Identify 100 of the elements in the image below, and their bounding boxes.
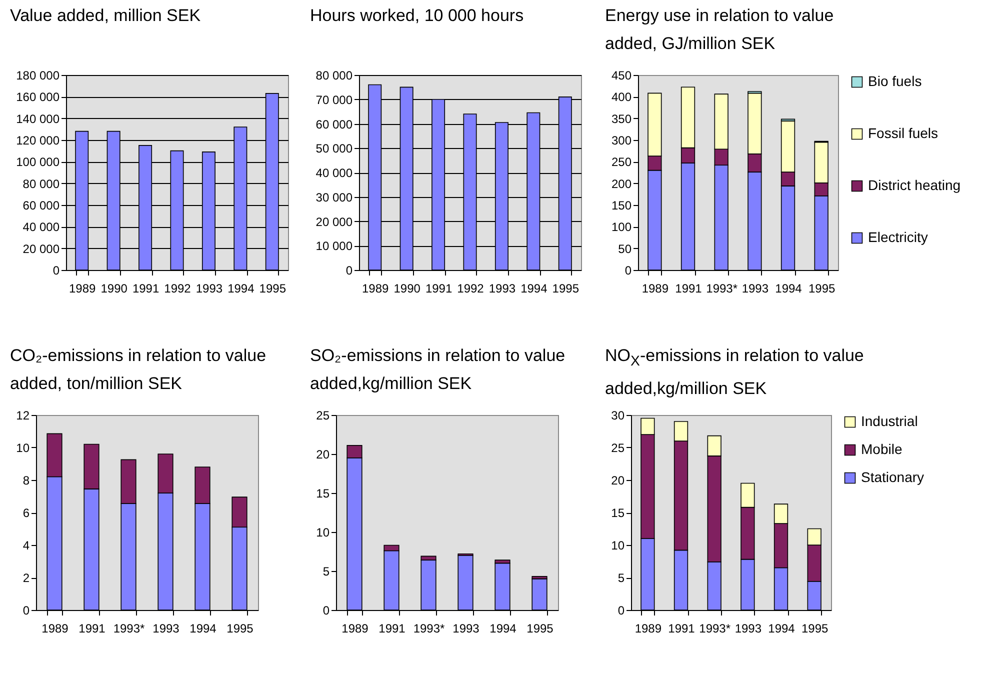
x-tick-label: 1993* (699, 622, 731, 636)
x-tick-label: 1990 (394, 282, 421, 296)
y-tick-label: 50 (618, 242, 632, 256)
y-tick-label: 80 000 (316, 68, 353, 82)
y-tick-label: 0 (618, 604, 625, 618)
y-tick-label: 0 (346, 264, 353, 278)
y-tick-label: 30 (611, 408, 625, 422)
y-tick-label: 25 (611, 441, 625, 455)
x-tick-label: 1993* (113, 622, 146, 636)
x-tick-label: 1991 (425, 282, 452, 296)
legend-label: Industrial (861, 413, 918, 429)
x-tick-label: 1989 (634, 622, 662, 636)
y-tick-label: 100 000 (16, 155, 60, 170)
y-tick-label: 450 (611, 68, 632, 82)
x-tick-label: 1990 (100, 282, 128, 296)
y-tick-label: 20 (316, 448, 330, 462)
y-tick-label: 120 000 (16, 134, 60, 148)
y-tick-label: 60 000 (316, 117, 353, 132)
x-tick-label: 1992 (164, 282, 192, 296)
y-tick-label: 5 (322, 564, 330, 578)
y-tick-label: 100 (611, 220, 632, 234)
y-tick-label: 40 000 (22, 220, 60, 234)
legend-label: District heating (868, 177, 961, 193)
x-tick-label: 1995 (808, 282, 836, 296)
x-tick-label: 1993 (152, 622, 180, 636)
x-tick-label: 1994 (520, 282, 548, 296)
y-tick-label: 10 (16, 441, 30, 455)
x-tick-label: 1991 (378, 622, 406, 636)
y-tick-label: 150 (611, 198, 632, 212)
x-tick-label: 1993* (706, 282, 738, 296)
chart-title: Value added, million SEK (10, 5, 202, 27)
y-tick-label: 60 000 (22, 198, 60, 212)
x-tick-label: 1995 (226, 622, 254, 636)
y-tick-label: 20 000 (316, 214, 353, 229)
y-tick-label: 20 (611, 474, 625, 488)
x-tick-label: 1991 (78, 622, 106, 636)
x-tick-label: 1993 (488, 282, 516, 296)
x-tick-label: 1989 (642, 282, 669, 296)
y-tick-label: 160 000 (16, 90, 60, 104)
x-tick-label: 1993 (452, 622, 480, 636)
y-tick-label: 4 (22, 538, 30, 552)
x-tick-label: 1994 (490, 622, 517, 636)
x-tick-label: 1995 (526, 622, 554, 636)
x-tick-label: 1991 (132, 282, 160, 296)
y-tick-label: 350 (611, 112, 632, 126)
y-tick-label: 200 (611, 176, 632, 191)
y-tick-label: 180 000 (16, 68, 60, 82)
x-tick-label: 1994 (228, 282, 255, 296)
legend-label: Mobile (861, 441, 902, 457)
legend-label: Bio fuels (868, 73, 922, 89)
chart-title: Hours worked, 10 000 hours (310, 5, 525, 27)
y-tick-label: 140 000 (16, 112, 60, 126)
x-tick-label: 1995 (259, 282, 286, 296)
x-tick-label: 1994 (190, 622, 217, 636)
y-tick-label: 6 (22, 506, 30, 520)
y-tick-label: 0 (322, 604, 330, 618)
chart-title: SO₂-emissions in relation to value added,kg/million SEK (310, 345, 566, 395)
y-tick-label: 70 000 (316, 92, 353, 107)
y-tick-label: 2 (22, 571, 30, 585)
y-tick-label: 15 (611, 506, 625, 520)
y-tick-label: 0 (22, 604, 30, 618)
y-tick-label: 8 (22, 474, 30, 488)
y-tick-label: 25 (316, 408, 330, 422)
y-tick-label: 0 (52, 264, 60, 278)
x-tick-label: 1989 (362, 282, 390, 296)
legend-label: Stationary (861, 469, 924, 485)
x-tick-label: 1991 (668, 622, 696, 636)
y-tick-label: 10 (611, 538, 625, 552)
chart-title: CO₂-emissions in relation to value added, ton/million SEK (10, 345, 268, 395)
chart-title: NO$_{X}$-emissions in relation to value added,kg/million SEK (605, 345, 865, 400)
x-tick-label: 1994 (768, 622, 796, 636)
x-tick-label: 1989 (69, 282, 96, 296)
y-tick-label: 300 (611, 134, 632, 148)
y-tick-label: 250 (611, 155, 632, 170)
x-tick-label: 1995 (552, 282, 580, 296)
y-tick-label: 20 000 (22, 242, 60, 256)
y-tick-label: 80 000 (22, 176, 60, 191)
x-tick-label: 1991 (675, 282, 702, 296)
x-tick-label: 1993 (742, 282, 769, 296)
y-tick-label: 50 000 (316, 142, 353, 156)
x-tick-label: 1989 (342, 622, 369, 636)
y-tick-label: 400 (611, 90, 632, 104)
y-tick-label: 5 (618, 571, 625, 585)
x-tick-label: 1993* (413, 622, 446, 636)
chart-title: Energy use in relation to value added, GJ/million SEK (605, 5, 835, 55)
x-tick-label: 1989 (42, 622, 69, 636)
legend-label: Fossil fuels (868, 125, 938, 141)
x-tick-label: 1993 (734, 622, 762, 636)
y-tick-label: 10 000 (316, 239, 353, 254)
y-tick-label: 12 (16, 408, 30, 422)
y-tick-label: 10 (316, 526, 330, 540)
legend-label: Electricity (868, 229, 928, 245)
y-tick-label: 40 000 (316, 166, 353, 180)
y-tick-label: 0 (624, 264, 632, 278)
x-tick-label: 1994 (775, 282, 802, 296)
x-tick-label: 1993 (196, 282, 223, 296)
y-tick-label: 15 (316, 486, 330, 500)
x-tick-label: 1995 (801, 622, 829, 636)
y-tick-label: 30 000 (316, 190, 353, 204)
x-tick-label: 1992 (457, 282, 484, 296)
